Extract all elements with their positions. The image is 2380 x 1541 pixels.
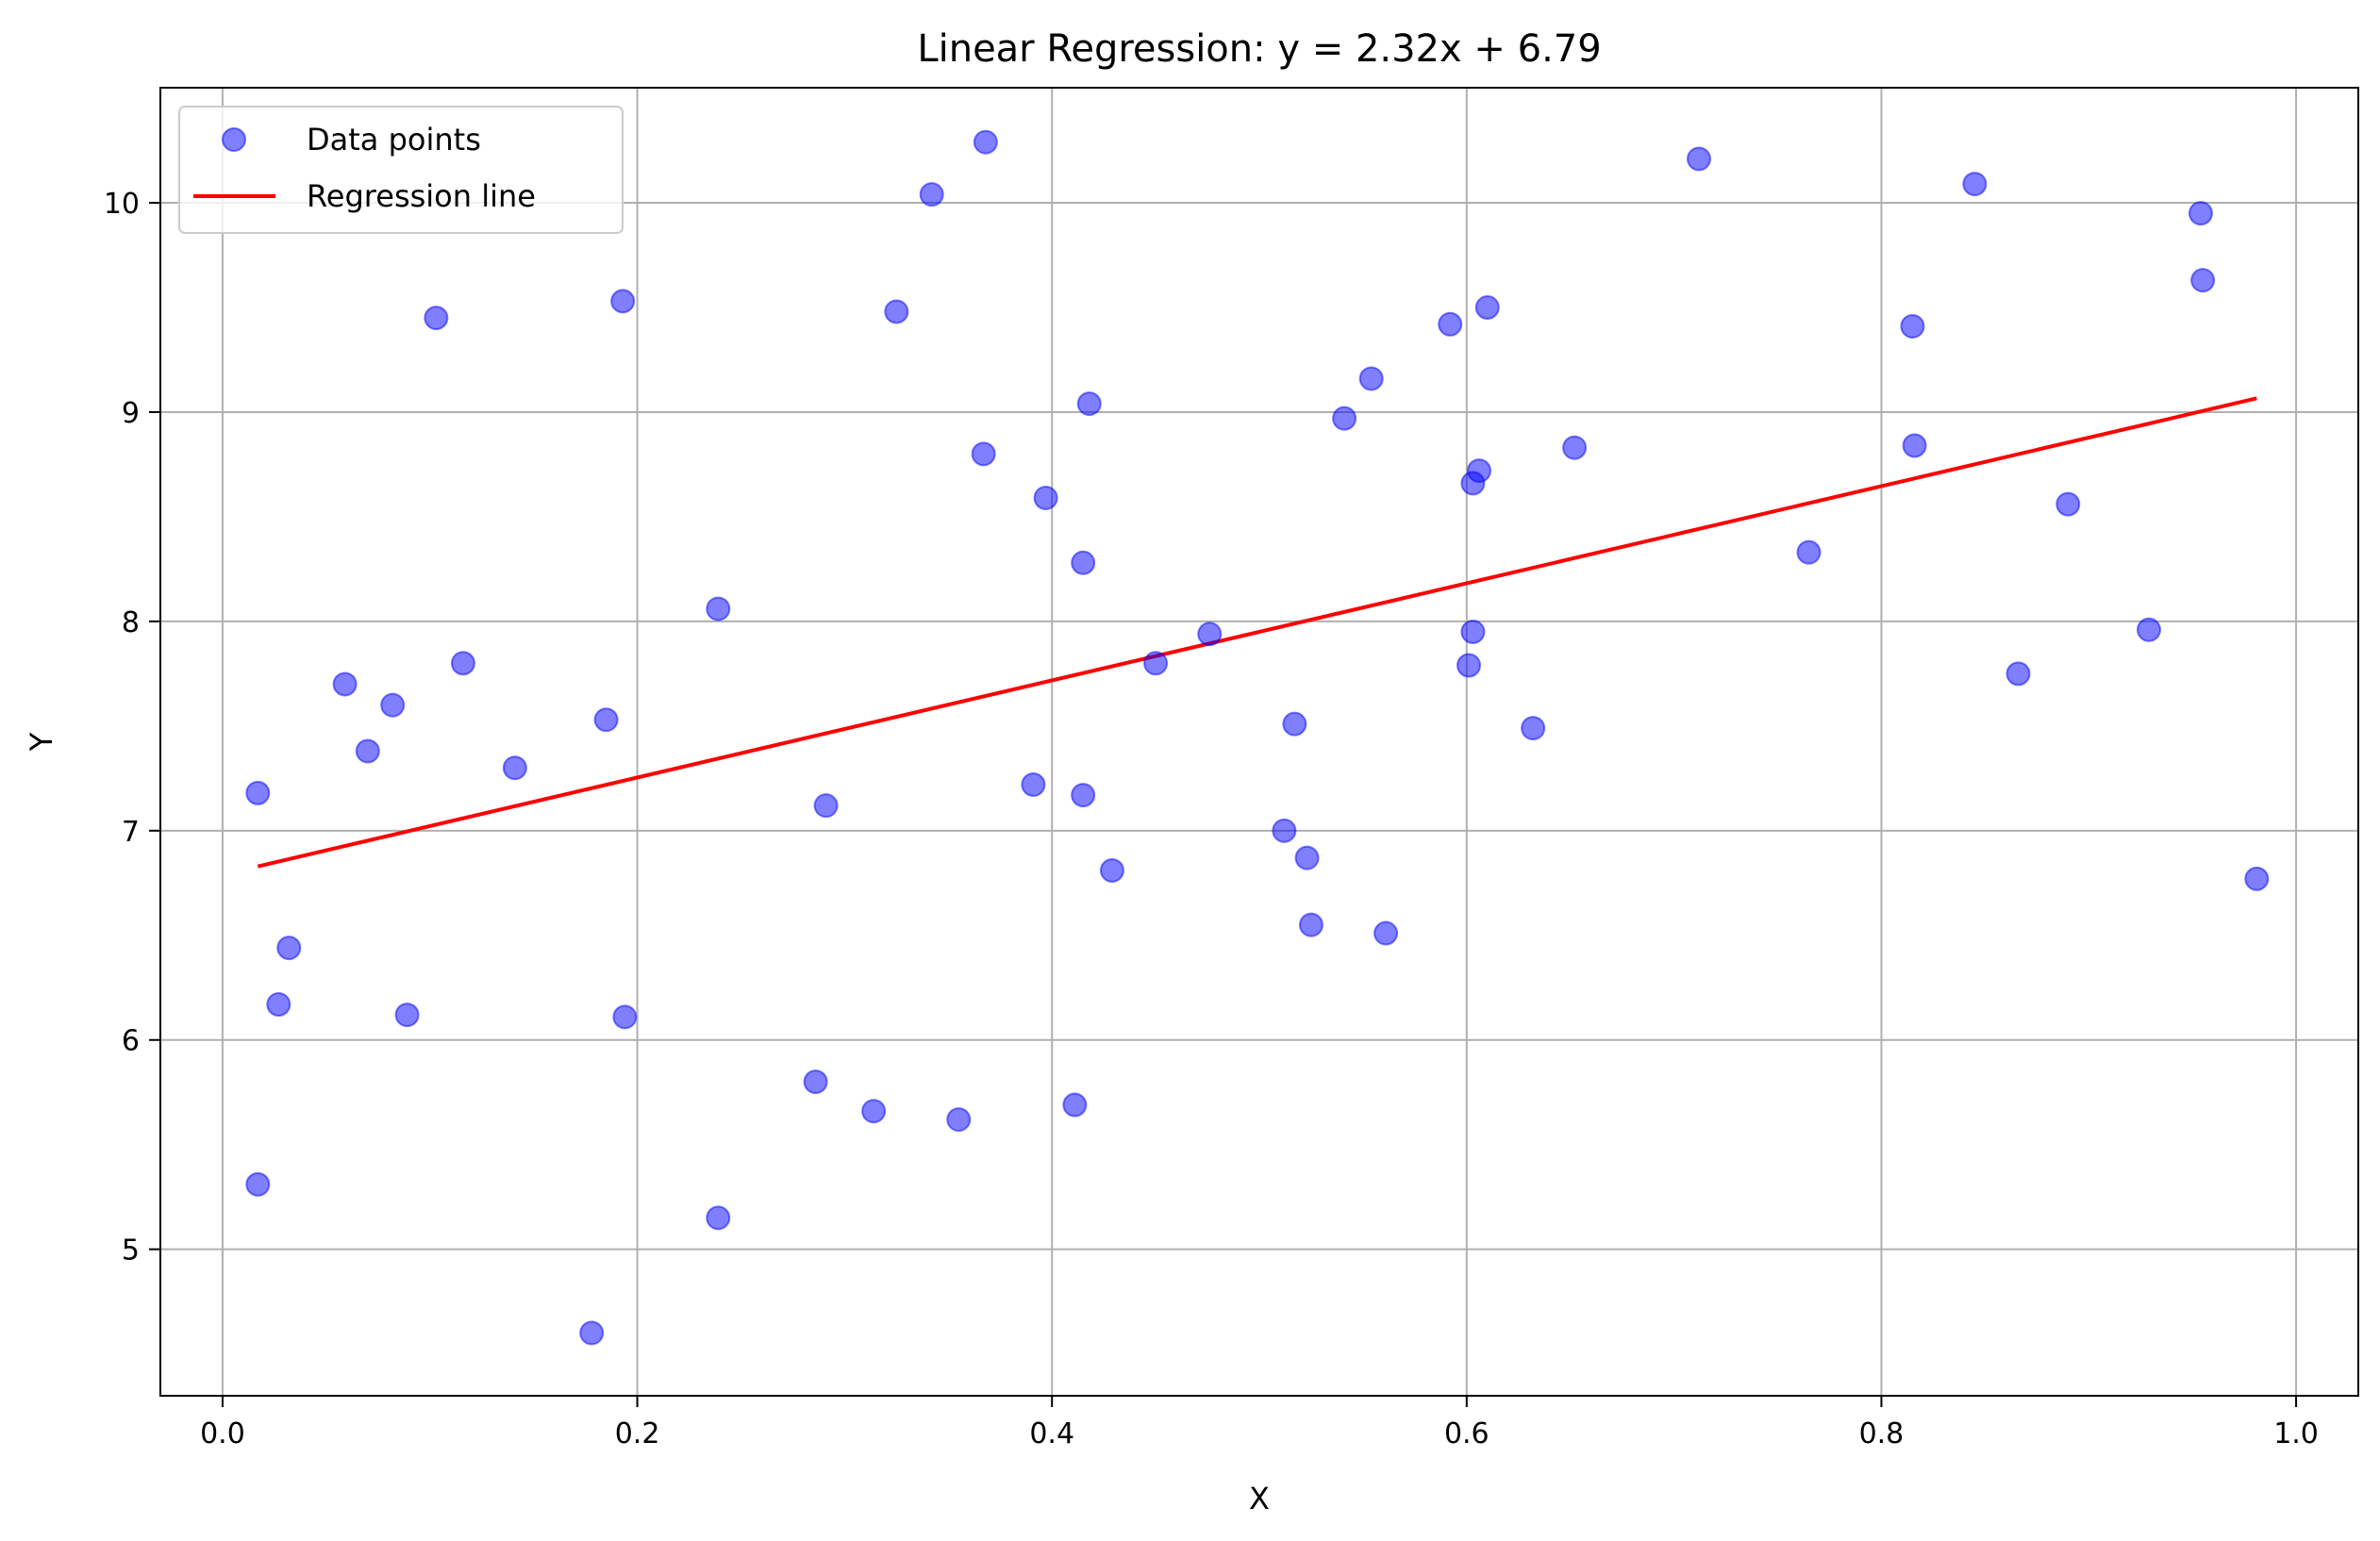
data-point [1687, 146, 1711, 172]
data-point [813, 793, 839, 819]
data-point [1373, 920, 1399, 946]
legend: Data points Regression line [178, 106, 624, 234]
regression-line-layer [257, 396, 2257, 869]
data-point [1021, 771, 1046, 797]
legend-label-data-points: Data points [307, 122, 481, 157]
data-point [1456, 653, 1482, 678]
x-axis-ticks: 0.0 0.2 0.4 0.6 0.8 1.0 [200, 1396, 2319, 1450]
x-tick-label: 0.2 [615, 1417, 660, 1450]
y-axis-label: Y [24, 732, 59, 752]
data-point [1900, 313, 1925, 339]
x-tick-label: 0.0 [200, 1417, 245, 1450]
data-point [610, 289, 636, 314]
data-point [1076, 391, 1102, 417]
data-point [450, 651, 475, 676]
data-point [1962, 172, 1988, 197]
data-point [1099, 857, 1124, 883]
data-point [973, 129, 998, 155]
data-point [1294, 845, 1320, 870]
data-point [579, 1320, 605, 1346]
y-tick-label: 7 [122, 816, 140, 849]
data-point [2055, 491, 2081, 517]
data-point [1062, 1092, 1088, 1118]
plot-area-frame [159, 87, 2359, 1397]
data-point [919, 182, 944, 207]
x-tick-label: 1.0 [2273, 1417, 2319, 1450]
data-point [2190, 268, 2216, 293]
data-point [706, 1205, 731, 1231]
data-point [1358, 366, 1384, 391]
data-point [245, 1171, 271, 1197]
grid [160, 88, 2358, 1396]
data-point [946, 1107, 972, 1133]
data-point [2136, 617, 2161, 642]
data-point [803, 1069, 828, 1095]
data-point [1298, 912, 1323, 937]
data-point [1071, 550, 1096, 575]
data-point [1521, 716, 1546, 741]
data-point [1562, 435, 1588, 460]
data-point [1197, 621, 1223, 647]
data-point [1033, 485, 1058, 510]
data-point [2188, 201, 2213, 226]
legend-label-regression-line: Regression line [307, 178, 536, 214]
data-point [394, 1002, 420, 1028]
data-point [380, 692, 406, 718]
data-point [266, 992, 291, 1018]
data-point [1796, 539, 1822, 565]
data-point [276, 936, 302, 961]
data-point [355, 738, 380, 764]
data-point [593, 707, 619, 733]
data-point [424, 306, 449, 331]
data-point [1467, 458, 1491, 484]
data-point [1272, 818, 1297, 843]
data-point [1332, 406, 1357, 431]
x-tick-label: 0.4 [1029, 1417, 1074, 1450]
y-tick-label: 10 [104, 188, 140, 221]
y-tick-label: 6 [122, 1025, 140, 1058]
x-axis-label: X [1249, 1481, 1270, 1516]
y-tick-label: 5 [122, 1234, 140, 1268]
data-point [1438, 311, 1463, 337]
x-tick-label: 0.8 [1859, 1417, 1905, 1450]
data-point [502, 755, 527, 781]
data-point [612, 1004, 638, 1030]
data-point [1460, 619, 1486, 644]
data-point [1143, 651, 1169, 676]
data-point [2006, 661, 2031, 687]
data-point [706, 596, 731, 621]
chart-title: Linear Regression: y = 2.32x + 6.79 [917, 27, 1601, 71]
data-point [861, 1099, 887, 1124]
y-axis-ticks: 5 6 7 8 9 10 [104, 188, 160, 1268]
data-point [332, 671, 358, 697]
data-point [1282, 711, 1307, 737]
y-tick-label: 8 [122, 606, 140, 639]
data-points-layer [245, 129, 2270, 1346]
data-point [971, 441, 996, 467]
x-tick-label: 0.6 [1444, 1417, 1490, 1450]
data-point [2244, 866, 2270, 891]
data-point [1902, 433, 1927, 458]
data-point [1474, 295, 1500, 321]
data-point [1071, 783, 1096, 808]
data-point [884, 299, 909, 324]
legend-marker-data-points [222, 127, 246, 152]
y-tick-label: 9 [122, 397, 140, 430]
data-point [245, 780, 271, 805]
regression-line [257, 396, 2257, 869]
legend-box [178, 106, 624, 234]
